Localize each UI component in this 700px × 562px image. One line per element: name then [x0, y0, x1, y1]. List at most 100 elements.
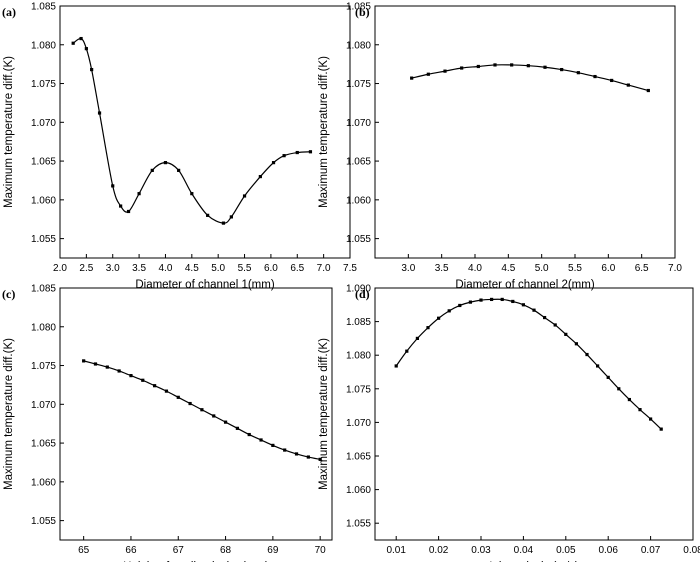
x-axis-title: Diameter of channel 1(mm)	[135, 279, 274, 291]
y-tick-label: 1.055	[346, 234, 371, 245]
data-point	[164, 389, 169, 393]
data-point	[627, 397, 631, 402]
y-tick-label: 1.055	[31, 516, 56, 527]
y-tick-label: 1.070	[346, 418, 371, 429]
x-tick-label: 3.5	[132, 263, 146, 274]
data-point	[223, 420, 228, 424]
data-point	[97, 111, 102, 115]
y-tick-label: 1.070	[31, 400, 56, 411]
data-point	[490, 297, 494, 302]
data-point	[468, 300, 472, 304]
data-point	[532, 308, 536, 312]
data-point	[574, 342, 578, 346]
x-tick-label: 4.5	[501, 263, 515, 274]
y-tick-label: 1.070	[346, 118, 371, 129]
y-tick-label: 1.085	[31, 2, 56, 13]
y-tick-label: 1.085	[31, 284, 56, 295]
data-point	[283, 448, 287, 452]
y-tick-label: 1.080	[31, 40, 56, 51]
panel-label: (c)	[2, 287, 15, 301]
data-point	[493, 63, 497, 67]
data-point	[596, 364, 600, 368]
data-point	[259, 438, 263, 442]
data-point	[649, 417, 653, 421]
data-point	[294, 452, 299, 456]
y-axis-title: Maximum temperature diff.(K)	[318, 338, 330, 490]
chart-panel-d: (d) 0.01 0.02 0.03 0.04 0.05 0.06 0.07 0.08 1.055…	[318, 284, 700, 562]
x-tick-label: 4.0	[468, 263, 482, 274]
data-point	[308, 150, 313, 154]
x-tick-label: 7.0	[317, 263, 331, 274]
data-point	[318, 457, 322, 461]
x-tick-label: 0.05	[556, 545, 576, 556]
chart-panel-a: (a) 2.0 2.5 3.0 3.5 4.0 4.5 5.0 5.5 6.0 6.5 7.0 7.5 1…	[2, 2, 357, 292]
y-tick-label: 1.080	[346, 40, 371, 51]
data-point	[410, 76, 414, 80]
plot-frame	[374, 5, 676, 259]
data-point	[117, 369, 121, 373]
y-tick-label: 1.060	[346, 485, 371, 496]
data-point	[212, 414, 216, 418]
data-point	[200, 408, 204, 412]
data-point	[90, 67, 94, 72]
data-point	[163, 161, 168, 165]
data-point	[105, 365, 109, 369]
data-point	[426, 326, 430, 330]
data-point	[282, 154, 286, 158]
data-point	[638, 408, 642, 412]
data-point	[84, 47, 88, 51]
data-point	[610, 78, 614, 83]
y-tick-label: 1.075	[31, 79, 56, 90]
y-tick-label: 1.060	[31, 195, 56, 206]
data-point	[79, 36, 83, 41]
data-point	[511, 299, 515, 304]
data-point	[526, 64, 530, 68]
y-tick-label: 1.055	[346, 519, 371, 530]
x-tick-label: 6.0	[601, 263, 615, 274]
data-point	[235, 426, 239, 430]
y-tick-label: 1.065	[31, 157, 56, 168]
data-point	[141, 378, 145, 382]
data-point	[150, 168, 154, 172]
data-point	[560, 67, 564, 72]
y-tick-label: 1.085	[346, 317, 371, 328]
x-tick-label: 2.0	[53, 263, 67, 274]
data-point	[271, 443, 275, 448]
data-point	[405, 349, 409, 353]
data-point	[221, 221, 226, 225]
x-tick-label: 66	[125, 545, 137, 556]
chart-panel-b: (b) 3.0 3.5 4.0 4.5 5.0 5.5 6.0 6.5 7.0 1.055 1.060…	[318, 2, 682, 292]
data-point	[606, 375, 610, 379]
x-tick-label: 4.0	[159, 263, 173, 274]
data-point	[447, 309, 451, 313]
x-tick-label: 0.06	[598, 545, 618, 556]
y-tick-label: 1.065	[31, 439, 56, 450]
plot-frame	[59, 5, 351, 259]
data-point	[119, 204, 123, 208]
x-tick-label: 0.03	[471, 545, 491, 556]
x-tick-label: 6.0	[264, 263, 278, 274]
data-point	[295, 150, 299, 155]
y-tick-label: 1.070	[31, 118, 56, 129]
data-point	[126, 209, 131, 214]
data-point	[177, 168, 181, 172]
plot-frame	[59, 287, 333, 541]
data-point	[460, 66, 464, 70]
data-point	[394, 364, 398, 368]
x-tick-label: 70	[315, 545, 327, 556]
x-tick-label: 6.5	[635, 263, 649, 274]
y-tick-label: 1.080	[31, 322, 56, 333]
data-point	[576, 71, 580, 75]
x-tick-label: 67	[173, 545, 185, 556]
data-point	[271, 161, 276, 165]
data-point	[71, 41, 75, 45]
y-tick-label: 1.090	[346, 284, 371, 295]
y-tick-label: 1.075	[346, 384, 371, 395]
data-point	[82, 359, 86, 363]
y-tick-label: 1.080	[346, 351, 371, 362]
data-point	[111, 184, 115, 188]
data-point	[626, 83, 630, 87]
series-line	[411, 64, 649, 92]
plot-frame	[374, 287, 694, 541]
